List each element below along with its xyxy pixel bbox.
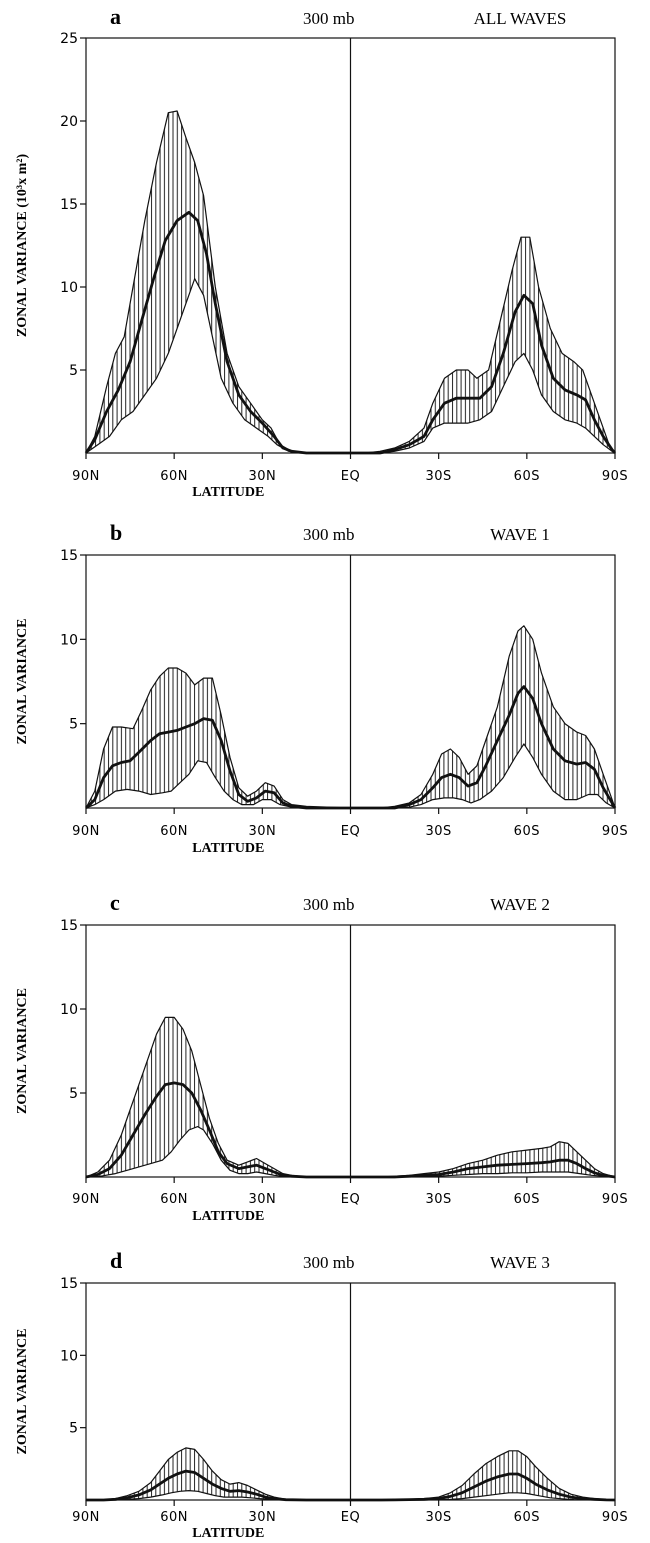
y-axis-label: ZONAL VARIANCE: [15, 988, 30, 1114]
panel-letter: a: [110, 4, 121, 29]
panel-b: 5 10 15 90N 60N 30N EQ 30S 60S 90S b 300 mb WAVE 1 LA…: [15, 520, 628, 856]
x-axis-label: LATITUDE: [192, 1526, 264, 1541]
x-tick-label: EQ: [341, 469, 360, 484]
panel-title: WAVE 1: [490, 525, 550, 544]
panel-letter: d: [110, 1248, 122, 1273]
panel-title: WAVE 3: [490, 1253, 550, 1272]
x-tick-label: 60N: [160, 1192, 188, 1207]
x-tick-label: 90N: [72, 824, 100, 839]
y-tick-label: 15: [60, 918, 78, 934]
y-tick-label: 5: [69, 1086, 78, 1102]
x-tick-label: 60S: [514, 1192, 540, 1207]
x-tick-label: 30N: [248, 1192, 276, 1207]
x-tick-label: 30N: [248, 469, 276, 484]
x-tick-label: 90N: [72, 469, 100, 484]
y-tick-label: 10: [60, 280, 78, 296]
y-tick-label: 10: [60, 632, 78, 648]
panel-letter: c: [110, 890, 120, 915]
y-tick-label: 15: [60, 1276, 78, 1292]
x-tick-label: 90S: [602, 469, 628, 484]
x-tick-label: EQ: [341, 1192, 360, 1207]
y-axis-label: ZONAL VARIANCE: [15, 1329, 30, 1455]
panel-title: WAVE 2: [490, 895, 550, 914]
y-tick-label: 15: [60, 548, 78, 564]
pressure-level: 300 mb: [303, 9, 354, 28]
x-tick-label: 90S: [602, 1510, 628, 1525]
spread-band: [86, 625, 615, 808]
x-axis-label: LATITUDE: [192, 485, 264, 500]
panel-letter: b: [110, 520, 122, 545]
x-tick-label: 60S: [514, 469, 540, 484]
spread-band: [86, 111, 615, 453]
pressure-level: 300 mb: [303, 895, 354, 914]
x-tick-label: 60N: [160, 824, 188, 839]
x-tick-label: 30S: [426, 1192, 452, 1207]
x-tick-label: 30S: [426, 469, 452, 484]
x-tick-label: EQ: [341, 1510, 360, 1525]
y-axis-label: ZONAL VARIANCE (10³x m²): [15, 154, 30, 338]
pressure-level: 300 mb: [303, 1253, 354, 1272]
x-axis-label: LATITUDE: [192, 1209, 264, 1224]
x-tick-label: 60N: [160, 1510, 188, 1525]
y-tick-label: 20: [60, 114, 78, 130]
lower-envelope-line: [85, 1126, 616, 1178]
y-tick-label: 15: [60, 197, 78, 213]
x-tick-label: 60S: [514, 824, 540, 839]
panel-c: 5 10 15 90N 60N 30N EQ 30S 60S 90S c 300 mb WAVE 2 LA…: [15, 890, 628, 1224]
y-axis-label: ZONAL VARIANCE: [15, 619, 30, 745]
x-tick-label: 90N: [72, 1192, 100, 1207]
y-tick-label: 5: [69, 1421, 78, 1437]
x-tick-label: 30N: [248, 824, 276, 839]
y-tick-label: 10: [60, 1348, 78, 1364]
x-tick-label: 60N: [160, 469, 188, 484]
pressure-level: 300 mb: [303, 525, 354, 544]
x-tick-label: 90N: [72, 1510, 100, 1525]
x-tick-label: EQ: [341, 824, 360, 839]
x-axis-label: LATITUDE: [192, 841, 264, 856]
x-tick-label: 30S: [426, 1510, 452, 1525]
x-tick-label: 60S: [514, 1510, 540, 1525]
x-tick-label: 90S: [602, 1192, 628, 1207]
panel-title: ALL WAVES: [474, 9, 567, 28]
panel-d: 5 10 15 90N 60N 30N EQ 30S 60S 90S d 300 mb WAVE 3 LA…: [15, 1248, 628, 1541]
panel-a: 5 10 15 20 25 90N 60N 30N EQ 30S 60S 90S a 300 mb ALL …: [15, 4, 628, 500]
y-tick-label: 5: [69, 717, 78, 733]
y-tick-label: 10: [60, 1002, 78, 1018]
y-tick-label: 5: [69, 363, 78, 379]
x-tick-label: 30N: [248, 1510, 276, 1525]
y-tick-label: 25: [60, 31, 78, 47]
x-tick-label: 30S: [426, 824, 452, 839]
x-tick-label: 90S: [602, 824, 628, 839]
